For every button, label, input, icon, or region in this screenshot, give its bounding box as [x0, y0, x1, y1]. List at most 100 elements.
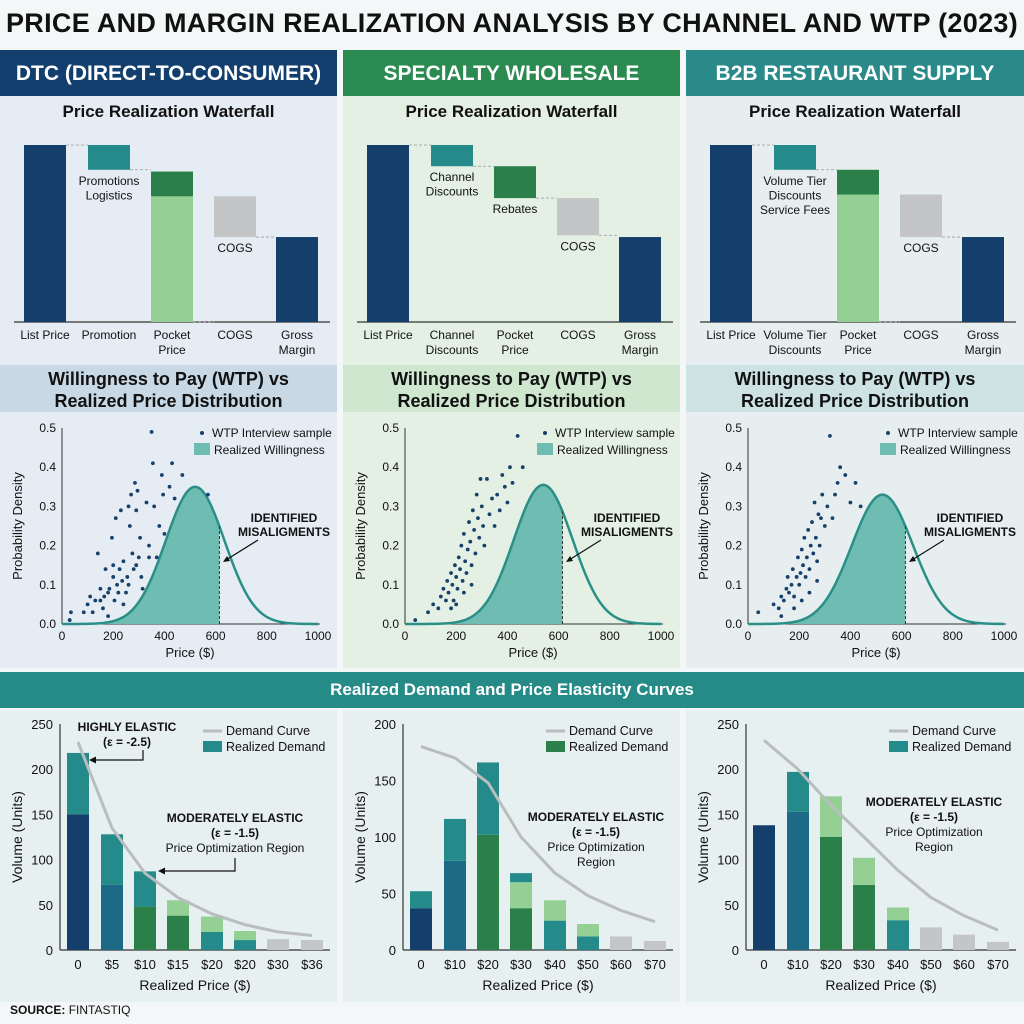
wtp-sample-point	[792, 594, 796, 599]
wtp-x-axis-title: Price ($)	[165, 645, 214, 660]
demand-x-tick-label: $70	[987, 957, 1009, 972]
demand-bar-segment	[577, 924, 599, 937]
wtp-sample-point	[436, 606, 441, 611]
wtp-y-tick-label: 0.2	[39, 539, 56, 553]
wtp-sample-point	[815, 559, 820, 564]
demand-x-tick-label: $36	[301, 957, 323, 972]
demand-bar-segment	[234, 931, 256, 941]
demand-bar-segment	[301, 940, 323, 950]
wtp-title: Willingness to Pay (WTP) vs Realized Pric…	[686, 365, 1024, 412]
wtp-sample-point	[828, 433, 832, 438]
waterfall-annotation: Rebates	[493, 202, 538, 216]
wtp-sample-point	[825, 504, 830, 509]
wtp-sample-point	[497, 508, 502, 513]
wtp-sample-point	[139, 575, 144, 579]
demand-bar-segment	[234, 940, 256, 950]
demand-y-tick-label: 200	[31, 762, 53, 777]
waterfall-category-label: Price	[844, 343, 872, 357]
misalignment-arrow	[568, 539, 602, 561]
wtp-sample-point	[90, 610, 95, 615]
wtp-sample-point	[816, 512, 821, 517]
wtp-sample-point	[787, 590, 791, 595]
demand-bar-segment	[410, 908, 432, 950]
legend-curve-label: Demand Curve	[569, 724, 653, 738]
wtp-y-tick-label: 0.4	[382, 460, 399, 474]
wtp-sample-point	[482, 543, 487, 548]
wtp-sample-point	[792, 606, 796, 611]
demand-y-tick-label: 150	[374, 774, 396, 789]
panel-header: SPECIALTY WHOLESALE	[343, 50, 680, 96]
demand-y-tick-label: 150	[717, 807, 739, 822]
misalignment-annotation: MISALIGMENTS	[581, 525, 673, 539]
waterfall-title: Price Realization Waterfall	[405, 102, 618, 121]
wtp-x-tick-label: 800	[257, 629, 277, 643]
wtp-sample-point	[520, 465, 525, 470]
wtp-sample-point	[468, 539, 473, 544]
misalignment-annotation: IDENTIFIED	[251, 511, 318, 525]
demand-bar-segment	[610, 936, 632, 950]
waterfall-bar	[774, 145, 816, 170]
wtp-sample-point	[810, 520, 814, 524]
demand-curve	[763, 739, 999, 932]
wtp-sample-point	[495, 492, 500, 497]
waterfall-bar	[276, 237, 318, 322]
wtp-sample-point	[799, 598, 804, 603]
waterfall-category-label: List Price	[363, 328, 413, 342]
waterfall-annotation: COGS	[560, 239, 595, 253]
waterfall-category-label: Pocket	[497, 328, 534, 342]
wtp-sample-point	[848, 500, 853, 505]
wtp-sample-point	[470, 508, 475, 513]
wtp-sample-point	[797, 582, 802, 587]
wtp-y-tick-label: 0.1	[39, 578, 56, 592]
wtp-sample-point	[807, 567, 812, 572]
wtp-sample-point	[101, 606, 105, 611]
misalignment-annotation: IDENTIFIED	[594, 511, 661, 525]
wtp-sample-point	[453, 563, 457, 568]
demand-y-axis-title: Volume (Units)	[695, 791, 711, 883]
demand-y-axis-title: Volume (Units)	[9, 791, 25, 883]
wtp-sample-point	[138, 535, 142, 540]
wtp-sample-point	[813, 535, 818, 540]
misalignment-arrow	[225, 539, 259, 561]
wtp-sample-point	[789, 582, 794, 587]
legend-points-label: WTP Interview sample	[555, 426, 675, 440]
legend-point-marker	[543, 431, 547, 435]
wtp-sample-point	[144, 500, 149, 505]
demand-bar-segment	[820, 837, 842, 950]
wtp-sample-point	[147, 555, 151, 560]
waterfall-annotation: Volume Tier	[763, 174, 826, 188]
wtp-sample-point	[515, 433, 520, 438]
legend-points-label: WTP Interview sample	[898, 426, 1018, 440]
wtp-sample-point	[117, 567, 122, 572]
wtp-title-line1: Willingness to Pay (WTP) vs	[391, 369, 632, 389]
source-value: FINTASTIQ	[68, 1003, 131, 1017]
wtp-sample-point	[799, 547, 804, 552]
page-title: PRICE AND MARGIN REALIZATION ANALYSIS BY…	[6, 8, 1018, 38]
wtp-title-line1: Willingness to Pay (WTP) vs	[734, 369, 976, 389]
wtp-sample-point	[830, 516, 835, 521]
legend-bar-label: Realized Demand	[912, 740, 1011, 754]
wtp-sample-point	[803, 575, 808, 579]
waterfall-category-label: Margin	[279, 343, 316, 357]
wtp-sample-point	[843, 473, 848, 477]
waterfall-category-label: Volume Tier	[763, 328, 826, 342]
demand-x-tick-label: $15	[167, 957, 189, 972]
waterfall-bar	[367, 145, 409, 322]
wtp-sample-point	[815, 578, 820, 583]
panel-header: B2B RESTAURANT SUPPLY	[686, 50, 1024, 96]
wtp-realized-area	[405, 484, 563, 624]
demand-x-axis-title: Realized Price ($)	[139, 977, 250, 993]
wtp-sample-point	[413, 618, 418, 622]
waterfall-bar	[24, 145, 66, 322]
wtp-sample-point	[445, 578, 450, 583]
demand-bar-segment	[267, 939, 289, 950]
wtp-y-tick-label: 0.2	[382, 539, 399, 553]
legend-point-marker	[200, 431, 204, 435]
wtp-x-tick-label: 600	[892, 629, 912, 643]
demand-y-tick-label: 50	[382, 887, 396, 902]
legend-bar-swatch	[203, 741, 222, 752]
wtp-sample-point	[790, 567, 795, 572]
wtp-sample-point	[476, 516, 480, 521]
legend-bar-label: Realized Demand	[226, 740, 325, 754]
demand-x-tick-label: $20	[477, 957, 499, 972]
